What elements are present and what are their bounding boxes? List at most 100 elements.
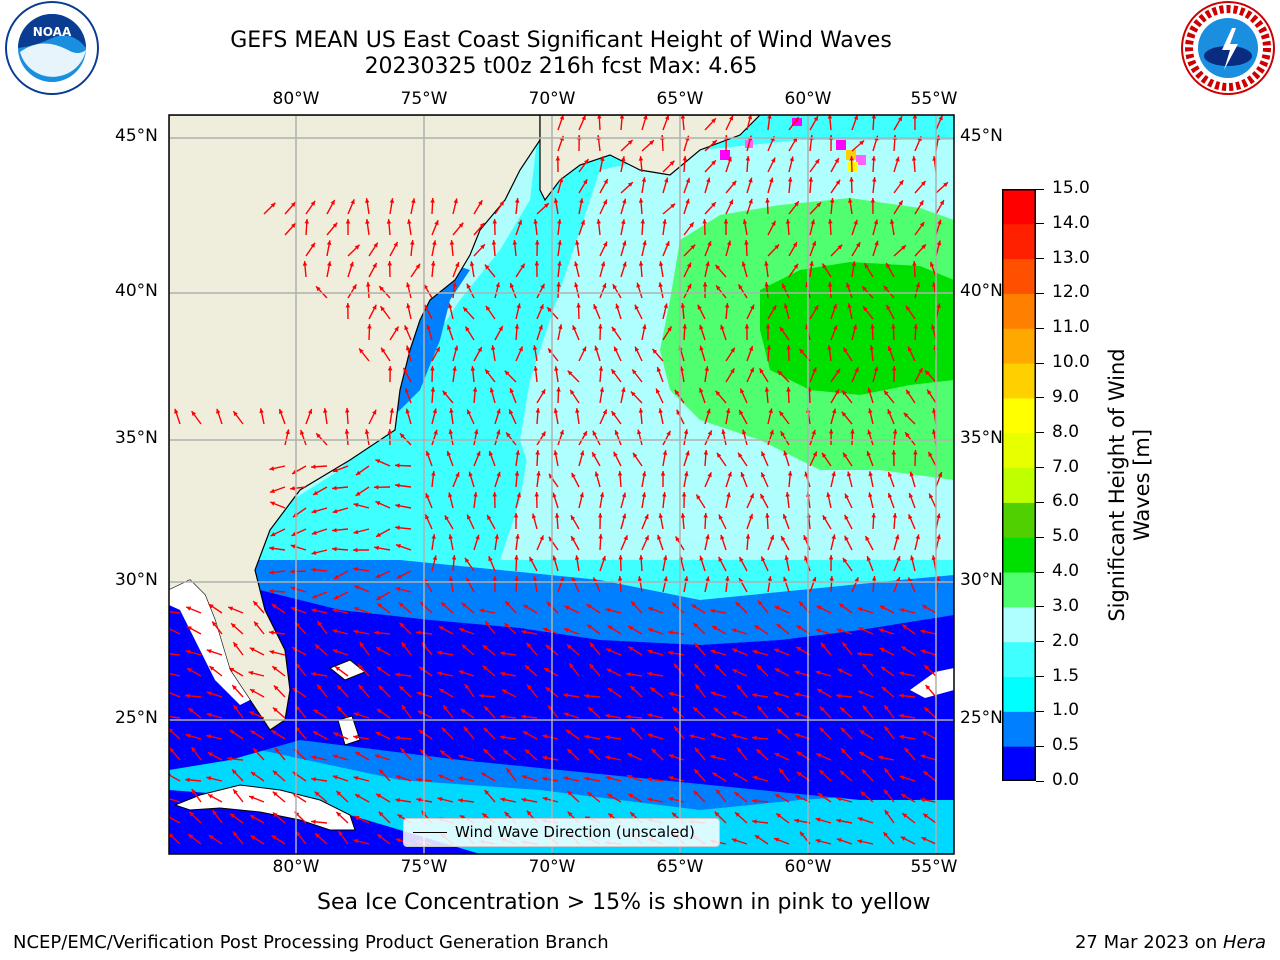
wind-arrow-head — [921, 837, 927, 842]
wind-arrow-head — [376, 666, 382, 672]
wind-arrow-head — [546, 601, 552, 607]
wind-arrow-head — [638, 198, 644, 203]
wind-arrow-head — [336, 791, 342, 796]
wind-arrow-head — [647, 713, 653, 718]
wind-arrow-head — [706, 408, 711, 414]
wind-arrow-head — [884, 390, 889, 396]
wind-arrow-head — [592, 452, 597, 458]
wind-arrow-head — [901, 794, 906, 799]
wind-arrow-head — [374, 754, 380, 759]
wind-arrow-head — [725, 576, 730, 581]
wind-arrow-head — [747, 115, 753, 120]
wind-arrow-head — [668, 650, 673, 656]
wind-arrow-head — [521, 775, 527, 780]
wind-arrow-head — [908, 346, 913, 352]
wind-arrow-head — [668, 630, 673, 635]
wind-arrow-head — [311, 777, 316, 782]
footer-date-text: 27 Mar 2023 on — [1074, 932, 1223, 953]
noaa-logo: NOAA — [5, 1, 99, 95]
wind-arrow-head — [191, 411, 197, 416]
wind-arrow-head — [826, 492, 831, 498]
wind-arrow-head — [664, 177, 669, 183]
wind-arrow-head — [716, 285, 721, 291]
wind-arrow-head — [713, 707, 719, 713]
wind-arrow-head — [480, 244, 485, 250]
wind-arrow-head — [603, 179, 608, 184]
wind-arrow-head — [572, 325, 577, 331]
wind-arrow-head — [535, 408, 541, 413]
wind-arrow-head — [463, 726, 469, 732]
lon-label-top: 80°W — [272, 89, 320, 109]
no-data-east — [910, 668, 954, 698]
wind-arrow-head — [703, 450, 709, 455]
wind-arrow-head — [584, 734, 589, 740]
wind-arrow-head — [647, 797, 653, 802]
wind-arrow-head — [233, 642, 238, 648]
wind-arrow-head — [332, 222, 338, 228]
wind-arrow-head — [869, 345, 874, 350]
wind-arrow-head — [406, 282, 411, 288]
lat-label-left: 45°N — [115, 126, 158, 146]
wind-arrow-head — [923, 813, 928, 819]
wind-arrow-head — [868, 471, 873, 477]
wind-arrow-head — [461, 644, 467, 650]
wind-arrow-head — [906, 305, 911, 311]
wind-arrow-head — [349, 261, 354, 267]
wind-arrow-head — [638, 261, 644, 266]
wind-arrow-head — [695, 684, 700, 690]
wind-arrow-head — [842, 557, 848, 563]
wind-arrow-head — [355, 470, 361, 476]
wind-arrow-head — [548, 536, 554, 542]
wind-arrow-head — [676, 409, 681, 415]
wind-arrow-head — [337, 706, 342, 712]
wind-arrow-head — [611, 369, 616, 375]
wind-arrow-head — [207, 752, 213, 757]
wind-arrow-head — [250, 771, 256, 777]
wind-arrow-head — [447, 324, 452, 330]
wind-arrow-head — [628, 793, 634, 798]
wind-arrow-head — [400, 433, 405, 439]
wind-arrow-head — [330, 199, 335, 205]
wind-arrow-head — [593, 577, 598, 583]
wind-arrow-head — [316, 286, 321, 292]
wind-arrow-head — [423, 284, 429, 290]
wind-arrow-shaft — [169, 798, 181, 803]
wind-arrow-head — [474, 429, 479, 435]
wind-arrow-head — [764, 282, 769, 287]
wind-arrow-head — [405, 345, 411, 351]
wind-arrow-head — [720, 324, 725, 330]
wind-arrow-head — [567, 370, 573, 376]
colorbar-segment — [1002, 223, 1036, 260]
wind-arrow-head — [650, 687, 656, 692]
wind-arrow-head — [509, 388, 514, 393]
wind-arrow-head — [272, 666, 278, 671]
wind-arrow-head — [377, 603, 383, 608]
wind-arrow-head — [430, 366, 435, 371]
wind-arrow-head — [419, 666, 424, 672]
wind-arrow-head — [567, 811, 573, 817]
lat-label-right: 40°N — [960, 281, 1003, 301]
wind-arrow-head — [599, 492, 605, 497]
wind-arrow-head — [657, 534, 662, 540]
wind-arrow-head — [395, 525, 400, 530]
wind-arrow-head — [189, 811, 195, 817]
wind-arrow-head — [379, 769, 384, 775]
wind-arrow-head — [817, 688, 823, 694]
wind-arrow-head — [775, 794, 780, 799]
lon-label-bottom: 60°W — [784, 857, 832, 877]
wind-arrow-head — [164, 610, 169, 615]
land-us-east — [169, 115, 541, 731]
wind-arrow-head — [779, 326, 785, 332]
colorbar-tick-mark — [1036, 292, 1044, 294]
wind-arrow-head — [765, 513, 770, 518]
wind-arrow-head — [812, 451, 817, 457]
wind-arrow-head — [435, 347, 440, 352]
wind-arrow-head — [344, 429, 350, 434]
wind-arrow-head — [643, 115, 648, 120]
wind-arrow-head — [658, 282, 663, 288]
wind-arrow-head — [501, 689, 507, 694]
wind-arrow-head — [886, 263, 891, 268]
wind-arrow-head — [780, 431, 785, 437]
wind-arrow-head — [492, 492, 497, 497]
wind-arrow-head — [602, 283, 607, 289]
